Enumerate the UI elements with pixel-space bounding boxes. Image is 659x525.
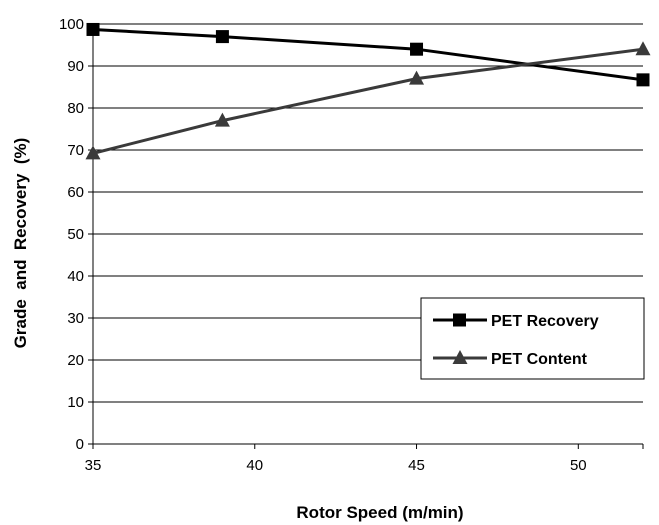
data-point-pet-recovery bbox=[215, 30, 229, 44]
y-tick-label: 10 bbox=[67, 394, 84, 411]
gridlines bbox=[93, 23, 643, 403]
data-point-pet-recovery bbox=[410, 42, 424, 56]
y-tick-label: 20 bbox=[67, 352, 84, 369]
x-tick-label: 45 bbox=[408, 457, 425, 474]
x-axis-ticks: 35 40 45 50 bbox=[85, 444, 644, 474]
y-tick-label: 0 bbox=[76, 436, 84, 453]
y-axis-ticks: 0 10 20 30 40 50 60 70 80 90 100 bbox=[59, 16, 93, 453]
y-tick-label: 50 bbox=[67, 226, 84, 243]
data-point-pet-recovery bbox=[86, 22, 100, 36]
series-line-pet-recovery bbox=[92, 27, 644, 82]
series-group bbox=[85, 22, 651, 160]
data-point-pet-recovery bbox=[636, 73, 650, 87]
data-point-pet-content bbox=[635, 41, 651, 56]
y-tick-label: 60 bbox=[67, 184, 84, 201]
y-tick-label: 100 bbox=[59, 16, 84, 33]
legend-label-pet-content: PET Content bbox=[491, 351, 588, 368]
legend-label-pet-recovery: PET Recovery bbox=[491, 313, 599, 330]
series-line-pet-content bbox=[92, 47, 644, 155]
data-point-pet-content bbox=[85, 145, 101, 160]
x-tick-label: 35 bbox=[85, 457, 102, 474]
y-tick-label: 30 bbox=[67, 310, 84, 327]
legend-box bbox=[420, 297, 645, 380]
y-axis-title: Grade and Recovery (%) bbox=[11, 138, 30, 349]
y-tick-label: 80 bbox=[67, 100, 84, 117]
y-tick-label: 90 bbox=[67, 58, 84, 75]
x-axis-title: Rotor Speed (m/min) bbox=[296, 503, 463, 522]
x-tick-label: 50 bbox=[570, 457, 587, 474]
legend: PET Recovery PET Content bbox=[420, 297, 645, 380]
y-tick-label: 40 bbox=[67, 268, 84, 285]
legend-marker-square bbox=[453, 313, 466, 327]
x-tick-label: 40 bbox=[246, 457, 263, 474]
data-point-pet-content bbox=[409, 70, 425, 85]
legend-marker-triangle bbox=[452, 350, 468, 364]
y-tick-label: 70 bbox=[67, 142, 84, 159]
data-point-pet-content bbox=[214, 112, 230, 127]
